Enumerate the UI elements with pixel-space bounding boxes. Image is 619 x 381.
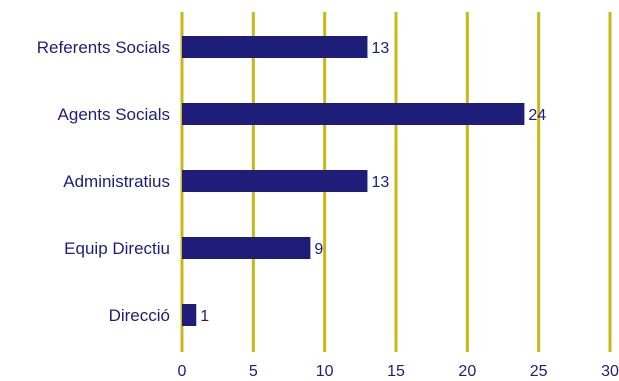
bar-5	[182, 304, 197, 326]
category-label-5: Direcció	[109, 306, 170, 325]
x-tick-label-5: 5	[249, 363, 258, 380]
x-tick-label-30: 30	[601, 363, 619, 380]
x-tick-label-10: 10	[316, 363, 334, 380]
category-label-1: Referents Socials	[37, 38, 170, 57]
data-label-4: 9	[314, 241, 323, 258]
data-label-3: 13	[371, 174, 389, 191]
data-label-1: 13	[371, 40, 389, 57]
bar-3	[182, 170, 368, 192]
x-tick-label-0: 0	[178, 363, 187, 380]
bar-1	[182, 36, 368, 58]
category-label-3: Administratius	[63, 172, 170, 191]
x-tick-label-25: 25	[530, 363, 548, 380]
data-label-5: 1	[200, 308, 209, 325]
x-tick-label-15: 15	[387, 363, 405, 380]
bar-4	[182, 237, 311, 259]
category-label-4: Equip Directiu	[64, 239, 170, 258]
labels: 0 5 10 15 20 25 30 Referents Socials 13 Agents So…	[37, 38, 619, 380]
data-label-2: 24	[528, 107, 546, 124]
category-label-2: Agents Socials	[58, 105, 170, 124]
bar-2	[182, 103, 525, 125]
bars	[182, 36, 525, 326]
x-tick-label-20: 20	[458, 363, 476, 380]
